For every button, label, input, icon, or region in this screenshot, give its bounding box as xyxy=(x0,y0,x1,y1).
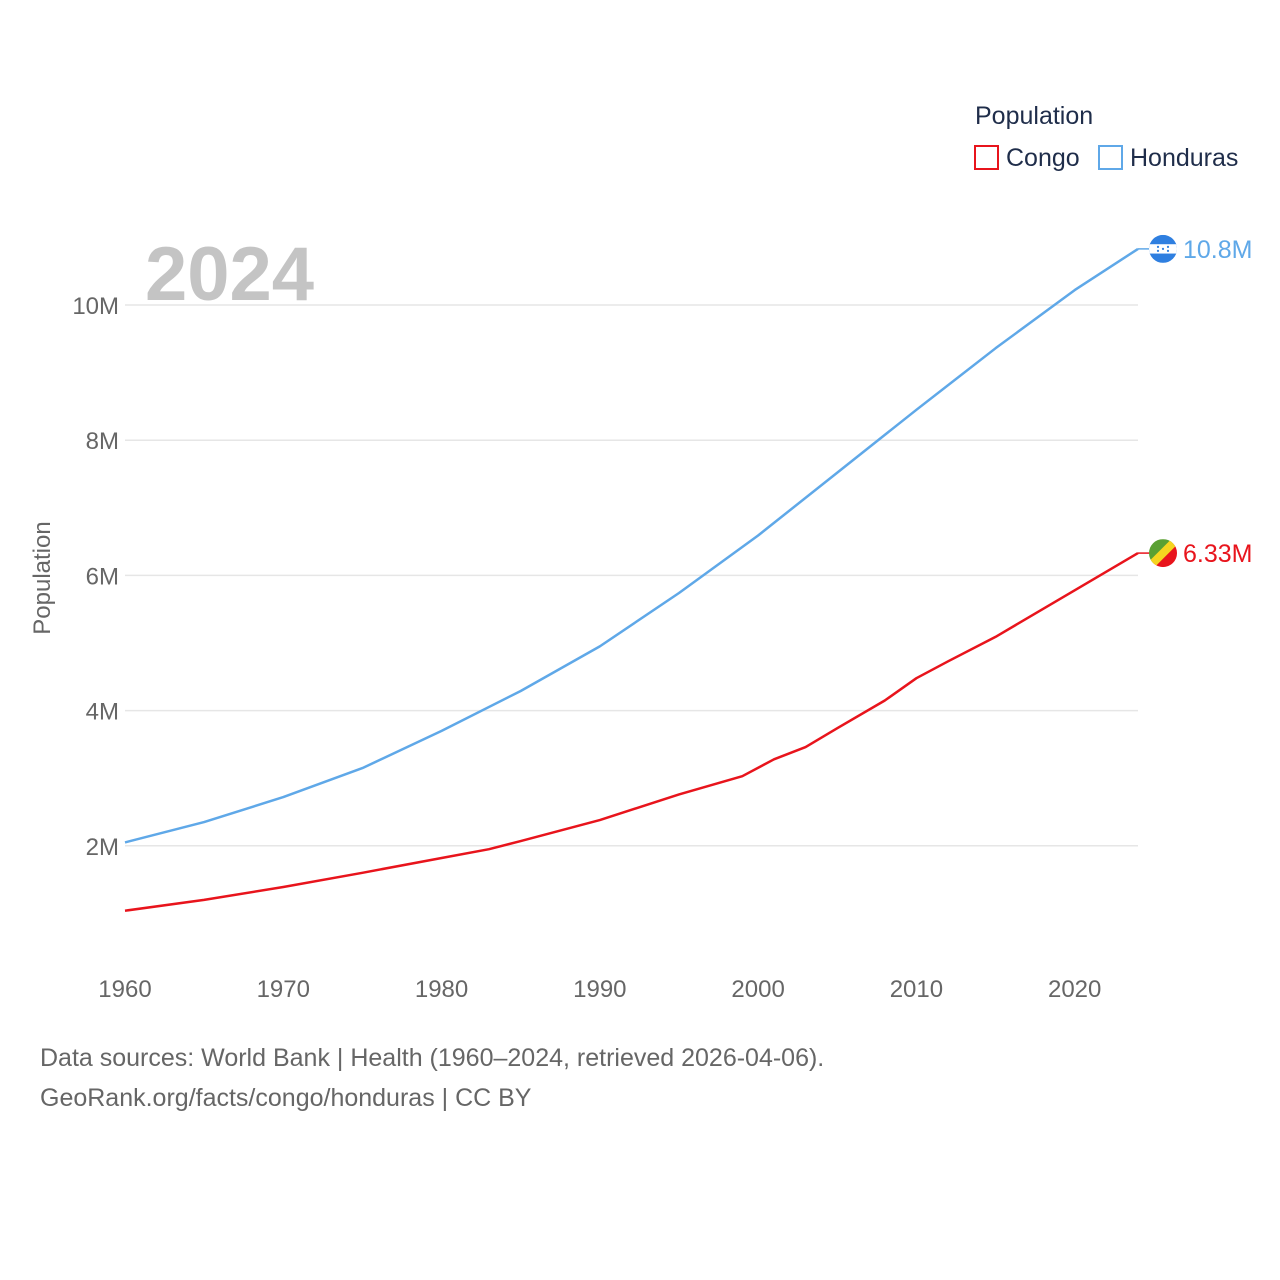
y-tick-label: 8M xyxy=(86,428,119,455)
legend-title: Population xyxy=(975,102,1093,130)
y-axis-title: Population xyxy=(29,521,56,634)
legend-item-congo[interactable]: Congo xyxy=(974,144,1080,172)
year-label: 2024 xyxy=(145,232,314,317)
x-tick-label: 1990 xyxy=(573,976,626,1003)
x-tick-label: 2020 xyxy=(1048,976,1101,1003)
y-tick-label: 6M xyxy=(86,563,119,590)
gridlines xyxy=(125,304,1138,847)
legend: Population Congo Honduras xyxy=(974,102,1238,172)
x-tick-label: 1980 xyxy=(415,976,468,1003)
attribution-link[interactable]: GeoRank.org/facts/congo/honduras | CC BY xyxy=(40,1084,532,1112)
legend-swatch-congo xyxy=(974,145,999,170)
series-lines xyxy=(124,247,1139,912)
legend-swatch-honduras xyxy=(1098,145,1123,170)
honduras-flag-icon xyxy=(1149,234,1177,263)
y-tick-label: 10M xyxy=(72,293,119,320)
x-tick-label: 2010 xyxy=(890,976,943,1003)
series-line-honduras[interactable] xyxy=(124,247,1139,844)
congo-flag-icon xyxy=(1149,539,1177,568)
legend-label-congo: Congo xyxy=(1006,144,1080,172)
legend-label-honduras: Honduras xyxy=(1130,144,1238,172)
series-end-markers: 6.33M 10.8M xyxy=(1138,234,1252,568)
x-axis-ticks: 1960 1970 1980 1990 2000 2010 2020 xyxy=(98,976,1101,1003)
data-source-note: Data sources: World Bank | Health (1960–… xyxy=(40,1044,825,1072)
end-value-label-honduras: 10.8M xyxy=(1183,236,1252,264)
end-value-label-congo: 6.33M xyxy=(1183,540,1252,568)
x-tick-label: 2000 xyxy=(731,976,784,1003)
legend-item-honduras[interactable]: Honduras xyxy=(1098,144,1238,172)
y-tick-label: 4M xyxy=(86,699,119,726)
x-tick-label: 1960 xyxy=(98,976,151,1003)
x-tick-label: 1970 xyxy=(257,976,310,1003)
y-axis-ticks: 2M 4M 6M 8M 10M xyxy=(72,293,119,861)
y-tick-label: 2M xyxy=(86,834,119,861)
series-line-congo[interactable] xyxy=(124,552,1139,912)
